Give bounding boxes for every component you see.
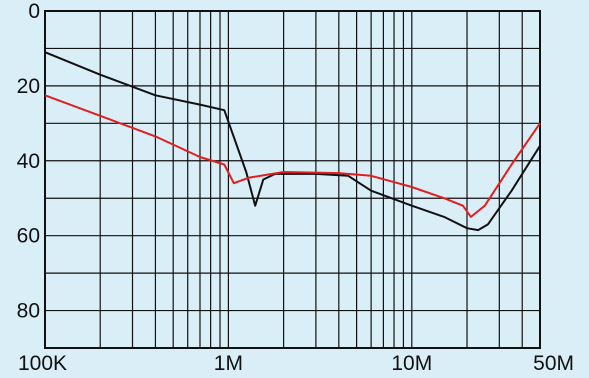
x-tick-label: 1M: [214, 352, 243, 375]
y-tick-label: 0: [28, 0, 40, 23]
y-tick-labels: 0 20 40 60 80: [17, 0, 40, 323]
x-tick-label: 50M: [533, 352, 574, 375]
x-tick-labels: 100K 1M 10M 50M: [18, 352, 574, 375]
y-tick-label: 20: [17, 75, 40, 98]
plot-area: [44, 10, 541, 349]
x-tick-label: 100K: [18, 352, 67, 375]
series-layer: [44, 51, 541, 232]
y-tick-label: 80: [17, 300, 40, 323]
x-tick-label: 10M: [391, 352, 432, 375]
grid-lines: [45, 11, 540, 348]
y-tick-label: 60: [17, 225, 40, 248]
series-line-2: [44, 94, 541, 218]
series-line-1: [44, 51, 541, 232]
y-tick-label: 40: [17, 150, 40, 173]
